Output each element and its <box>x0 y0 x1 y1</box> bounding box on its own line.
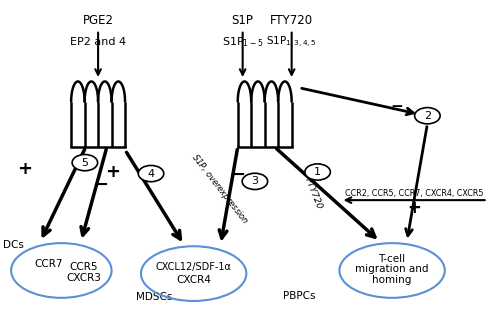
Text: CCR2, CCR5, CCR7, CXCR4, CXCR5: CCR2, CCR5, CCR7, CXCR4, CXCR5 <box>346 189 484 198</box>
Text: S1P$_{1,3,4,5}$: S1P$_{1,3,4,5}$ <box>266 35 317 50</box>
Text: MDSCs: MDSCs <box>136 292 172 302</box>
Text: S1P$_{1-5}$: S1P$_{1-5}$ <box>222 35 264 49</box>
Text: −: − <box>390 99 404 114</box>
Text: S1P: S1P <box>232 14 254 27</box>
Text: EP2 and 4: EP2 and 4 <box>70 37 126 47</box>
Circle shape <box>72 154 98 171</box>
Text: 2: 2 <box>424 111 431 121</box>
Text: FTY720: FTY720 <box>304 177 324 211</box>
Text: PGE2: PGE2 <box>82 14 114 27</box>
Text: FTY720: FTY720 <box>270 14 313 27</box>
Text: +: + <box>106 163 120 181</box>
Text: T-cell: T-cell <box>378 254 406 263</box>
Text: CXCR4: CXCR4 <box>176 275 211 285</box>
Text: PBPCs: PBPCs <box>283 291 316 301</box>
Text: CXCL12/SDF-1α: CXCL12/SDF-1α <box>156 262 232 272</box>
Circle shape <box>305 164 330 180</box>
Text: 1: 1 <box>314 167 321 177</box>
Text: CXCR3: CXCR3 <box>66 273 101 283</box>
Text: CCR5: CCR5 <box>69 262 98 272</box>
Text: migration and: migration and <box>356 264 429 274</box>
Text: +: + <box>408 199 422 217</box>
Text: CCR7: CCR7 <box>35 259 64 269</box>
Text: S1P$_r$ overexpression: S1P$_r$ overexpression <box>188 151 252 227</box>
Circle shape <box>242 173 268 189</box>
Text: homing: homing <box>372 275 412 285</box>
Text: −: − <box>230 166 246 184</box>
Text: 3: 3 <box>252 176 258 186</box>
Text: −: − <box>93 175 108 194</box>
Text: +: + <box>17 160 32 178</box>
Text: 4: 4 <box>148 168 154 179</box>
Text: DCs: DCs <box>3 241 24 250</box>
Text: 5: 5 <box>82 158 88 167</box>
Circle shape <box>138 166 164 182</box>
Circle shape <box>414 108 440 124</box>
